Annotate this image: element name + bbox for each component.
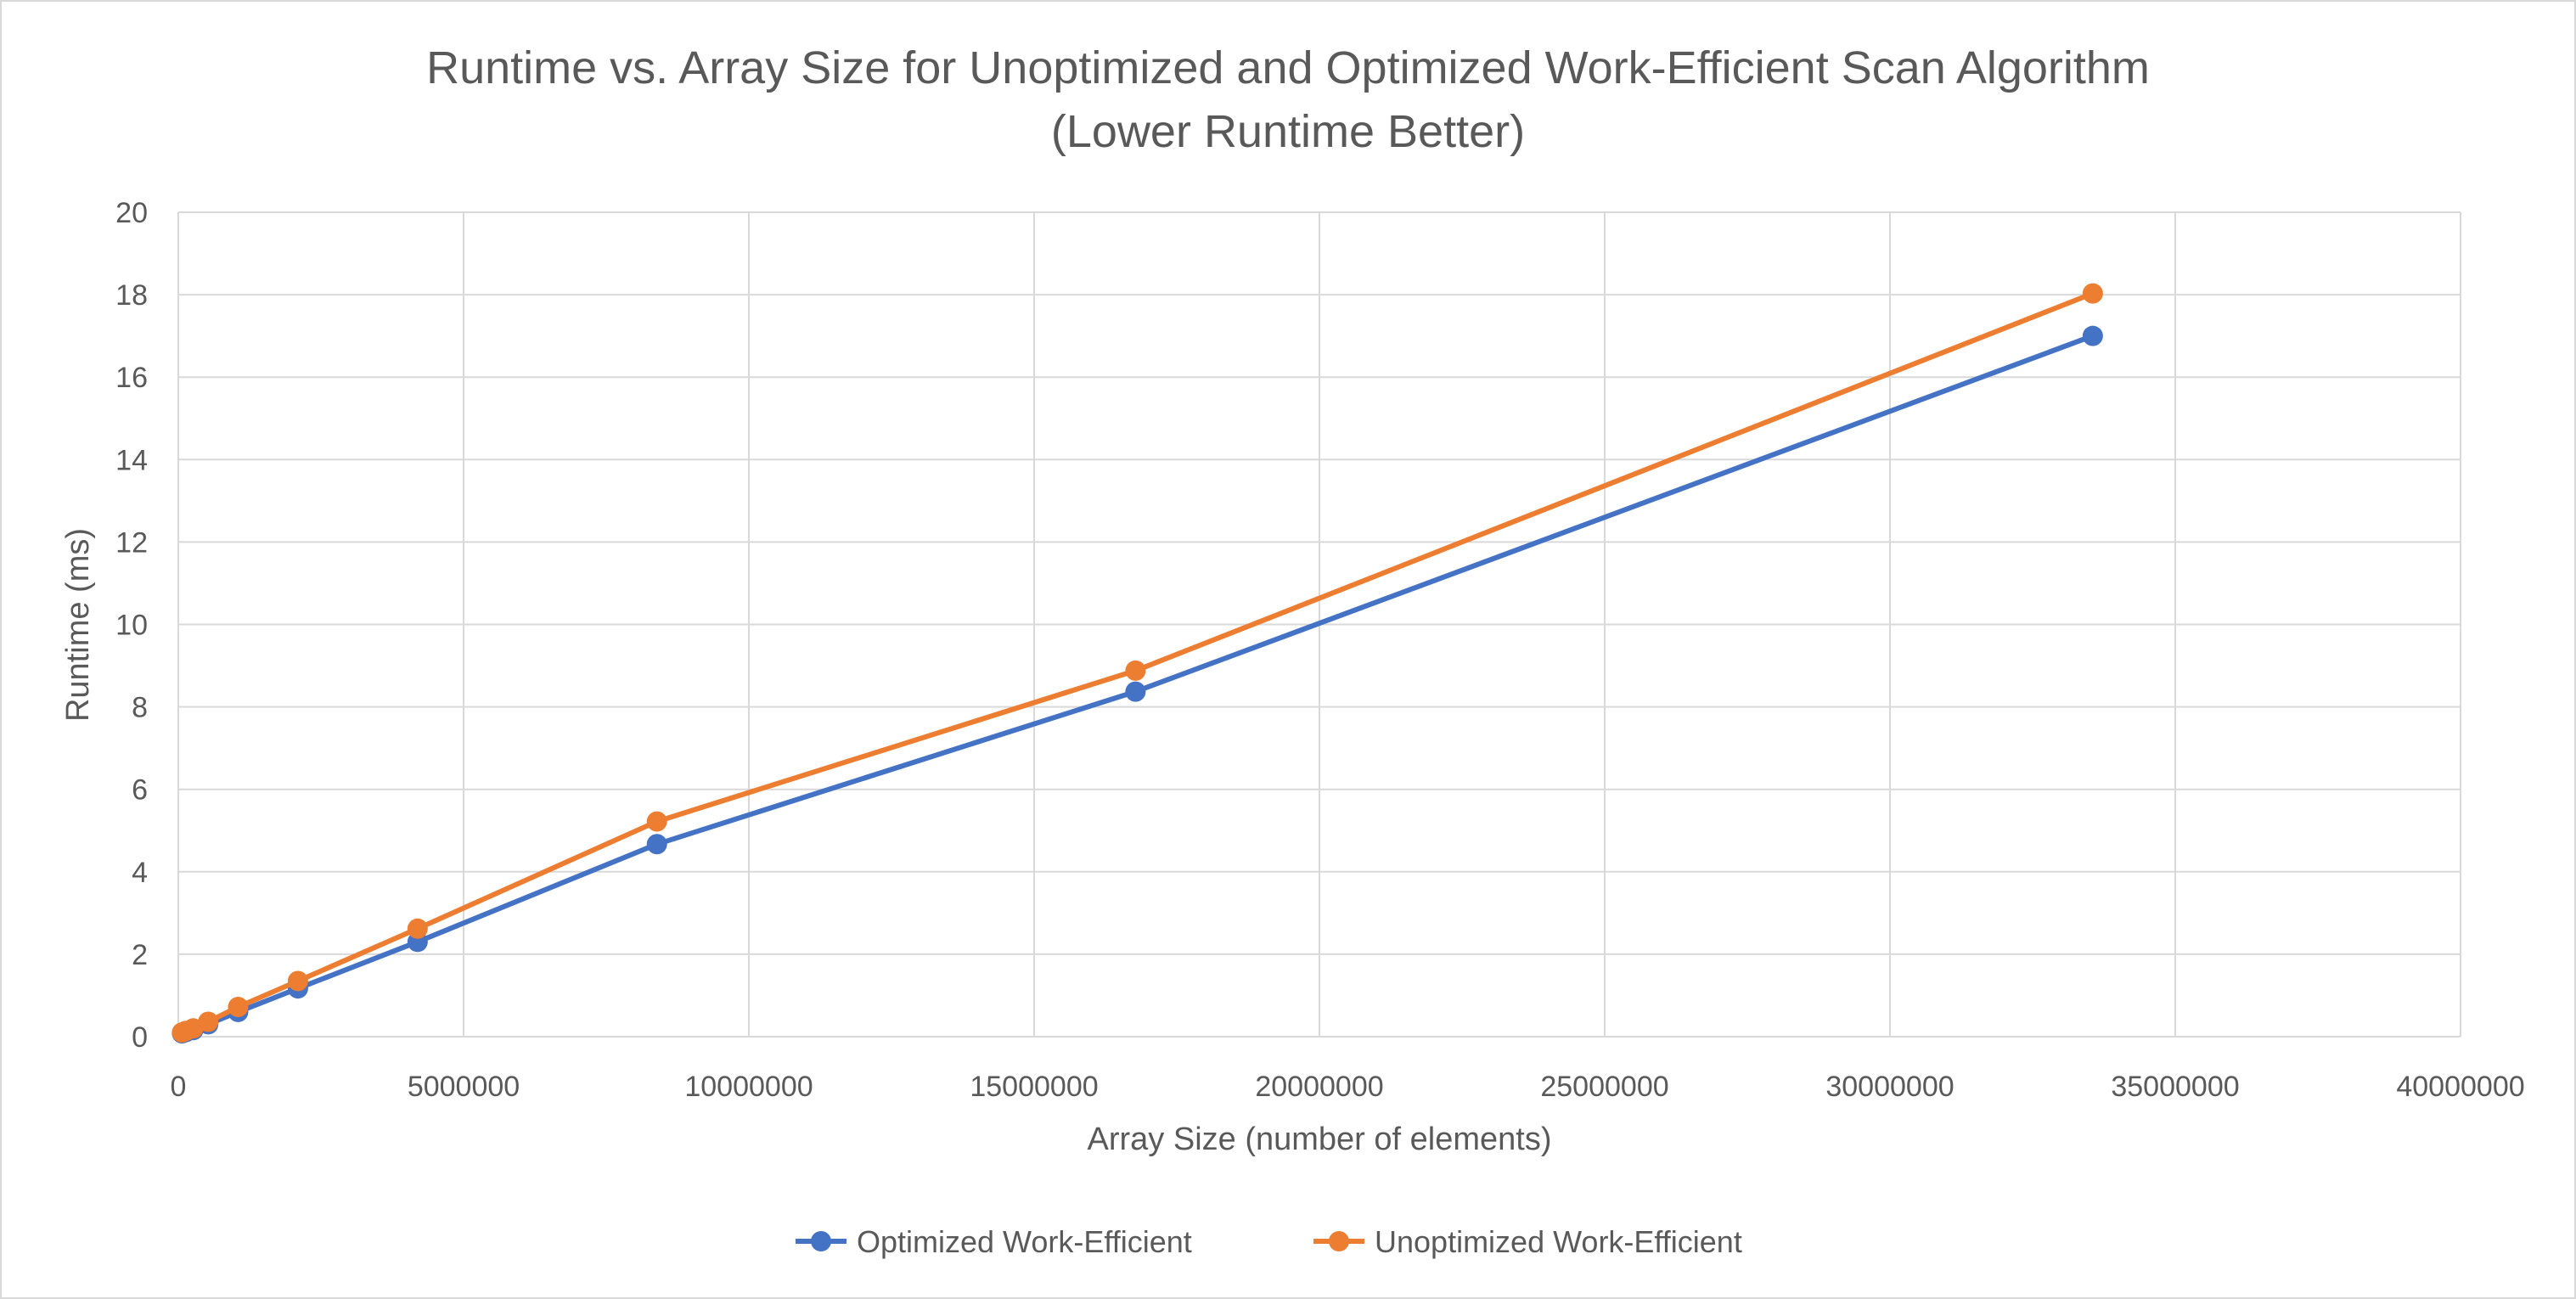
legend-marker xyxy=(1329,1231,1349,1251)
data-point xyxy=(646,811,667,832)
y-tick-label: 14 xyxy=(115,444,148,476)
y-tick-label: 20 xyxy=(115,197,148,229)
x-tick-label: 30000000 xyxy=(1825,1071,1954,1103)
x-axis-title: Array Size (number of elements) xyxy=(1088,1122,1552,1157)
data-point xyxy=(287,970,308,992)
y-tick-label: 2 xyxy=(132,939,148,971)
legend-marker xyxy=(811,1231,831,1251)
chart-subtitle: (Lower Runtime Better) xyxy=(1051,106,1525,157)
data-point xyxy=(2082,283,2103,304)
legend-label: Unoptimized Work-Efficient xyxy=(1375,1224,1742,1259)
data-point xyxy=(407,918,428,939)
y-tick-label: 16 xyxy=(115,362,148,394)
legend-item: Optimized Work-Efficient xyxy=(796,1224,1192,1259)
y-tick-label: 4 xyxy=(132,857,148,889)
legend-item: Unoptimized Work-Efficient xyxy=(1313,1224,1742,1259)
x-tick-label: 40000000 xyxy=(2396,1071,2524,1103)
y-tick-label: 6 xyxy=(132,774,148,807)
series-layer xyxy=(172,283,2103,1044)
x-tick-label: 10000000 xyxy=(684,1071,813,1103)
legend-label: Optimized Work-Efficient xyxy=(857,1224,1192,1259)
series-0 xyxy=(172,325,2103,1044)
y-axis-title: Runtime (ms) xyxy=(60,528,96,722)
x-tick-label: 20000000 xyxy=(1255,1071,1383,1103)
tick-labels: 0 2 4 6 8 10 12 14 16 18 20 0 5000000 10000000 1500000… xyxy=(115,197,2524,1103)
data-point xyxy=(198,1011,219,1032)
data-point xyxy=(1125,681,1146,702)
data-point xyxy=(228,997,249,1018)
chart-title: Runtime vs. Array Size for Unoptimized a… xyxy=(426,42,2150,93)
y-tick-label: 8 xyxy=(132,692,148,724)
y-tick-label: 18 xyxy=(115,279,148,312)
legend: Optimized Work-Efficient Unoptimized Work… xyxy=(796,1224,1742,1259)
x-tick-label: 25000000 xyxy=(1540,1071,1668,1103)
x-tick-label: 0 xyxy=(171,1071,187,1103)
x-tick-label: 35000000 xyxy=(2111,1071,2239,1103)
y-tick-label: 12 xyxy=(115,526,148,559)
x-tick-label: 5000000 xyxy=(408,1071,520,1103)
y-tick-label: 10 xyxy=(115,610,148,642)
data-point xyxy=(2082,325,2103,346)
data-point xyxy=(1125,660,1146,681)
series-1 xyxy=(172,283,2103,1043)
x-tick-label: 15000000 xyxy=(970,1071,1098,1103)
data-point xyxy=(646,834,667,855)
y-tick-label: 0 xyxy=(132,1021,148,1054)
